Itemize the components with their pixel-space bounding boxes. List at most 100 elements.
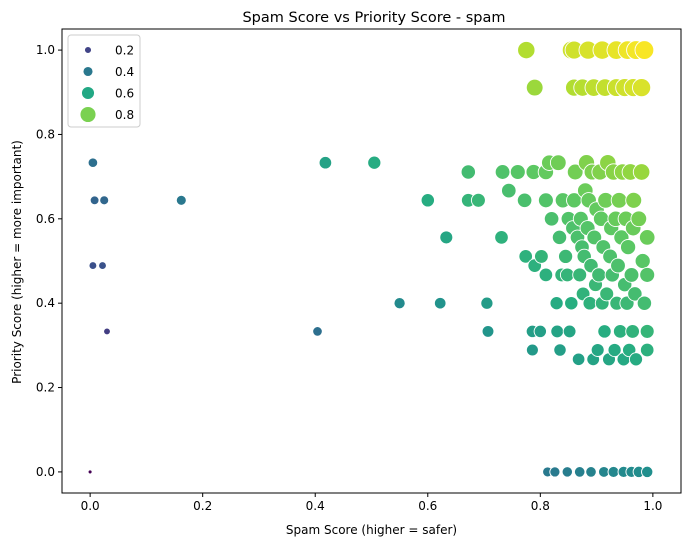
chart-title: Spam Score vs Priority Score - spam	[242, 10, 505, 26]
data-point	[591, 267, 607, 283]
x-axis-label: Spam Score (higher = safer)	[286, 523, 457, 537]
data-point	[480, 296, 494, 310]
legend-entries: 0.2 0.4 0.6 0.8	[79, 44, 134, 123]
data-point	[632, 78, 652, 98]
points-layer	[87, 40, 656, 479]
data-point	[501, 182, 517, 199]
data-point	[628, 352, 644, 367]
data-point	[98, 261, 107, 270]
data-point	[607, 465, 620, 478]
data-point	[393, 297, 406, 310]
data-point	[525, 343, 539, 357]
data-point	[517, 40, 536, 60]
data-point	[558, 248, 574, 264]
data-point	[625, 191, 643, 209]
data-point	[175, 194, 187, 206]
data-point	[620, 239, 637, 256]
data-point	[367, 155, 382, 170]
y-tick-label: 0.4	[36, 296, 55, 310]
data-point	[571, 352, 586, 367]
legend: 0.2 0.4 0.6 0.8	[67, 34, 141, 128]
data-point	[641, 465, 654, 479]
legend-marker	[81, 86, 95, 100]
y-tick-label: 0.2	[36, 381, 55, 395]
legend-marker	[84, 46, 92, 54]
data-point	[638, 229, 656, 246]
data-point	[562, 324, 577, 339]
x-tick-label: 0.4	[306, 499, 325, 513]
data-point	[586, 229, 603, 246]
data-point	[103, 327, 111, 336]
data-point	[518, 249, 533, 264]
data-point	[636, 295, 653, 311]
data-point	[549, 296, 564, 311]
data-point	[553, 343, 567, 357]
x-axis: 0.0 0.2 0.4 0.6 0.8 1.0	[81, 493, 662, 513]
data-point	[550, 324, 565, 339]
data-point	[470, 192, 486, 208]
data-point	[623, 267, 640, 283]
x-tick-label: 0.6	[418, 499, 437, 513]
data-point	[460, 164, 476, 180]
data-point	[509, 164, 526, 180]
data-point	[612, 324, 628, 339]
legend-label: 0.8	[115, 108, 134, 122]
data-point	[610, 257, 626, 274]
y-tick-label: 0.0	[36, 465, 55, 479]
x-tick-label: 0.8	[531, 499, 550, 513]
data-point	[312, 326, 323, 337]
data-point	[538, 267, 554, 283]
legend-label: 0.6	[115, 87, 134, 101]
data-point	[639, 323, 655, 339]
data-point	[89, 195, 100, 206]
y-tick-label: 0.8	[36, 127, 55, 141]
data-point	[99, 195, 110, 206]
data-point	[639, 342, 655, 358]
data-point	[585, 466, 597, 478]
data-point	[559, 267, 575, 283]
data-point	[87, 157, 99, 168]
data-point	[590, 343, 605, 357]
data-point	[634, 252, 651, 270]
data-point	[572, 267, 588, 283]
data-point	[599, 286, 615, 302]
data-point	[625, 324, 640, 339]
data-point	[630, 210, 648, 228]
data-point	[420, 193, 435, 208]
data-point	[516, 192, 533, 209]
data-point	[551, 229, 568, 246]
data-point	[481, 325, 495, 338]
data-point	[533, 324, 547, 339]
legend-box	[67, 34, 141, 128]
data-point	[88, 261, 98, 270]
data-point	[549, 154, 567, 172]
data-point	[318, 155, 333, 170]
plot-frame	[61, 28, 682, 494]
data-point	[573, 466, 586, 478]
data-point	[566, 163, 584, 181]
data-point	[632, 163, 651, 181]
data-point	[634, 40, 655, 60]
data-point	[537, 192, 554, 209]
legend-marker	[79, 106, 97, 123]
data-point	[494, 164, 511, 180]
data-point	[610, 191, 628, 209]
data-point	[87, 469, 93, 475]
data-point	[439, 230, 454, 245]
y-axis: 0.0 0.2 0.4 0.6 0.8 1.0	[36, 43, 62, 479]
data-point	[561, 466, 573, 478]
legend-marker	[82, 66, 94, 77]
x-tick-label: 1.0	[643, 499, 662, 513]
data-point	[627, 286, 643, 302]
legend-label: 0.2	[115, 44, 134, 58]
y-tick-label: 0.6	[36, 212, 55, 226]
legend-label: 0.4	[115, 65, 134, 79]
x-tick-label: 0.2	[193, 499, 212, 513]
data-point	[549, 466, 561, 478]
data-point	[543, 211, 560, 227]
y-axis-label: Priority Score (higher = more important)	[10, 140, 24, 384]
y-tick-label: 1.0	[36, 43, 55, 57]
data-point	[639, 266, 656, 283]
